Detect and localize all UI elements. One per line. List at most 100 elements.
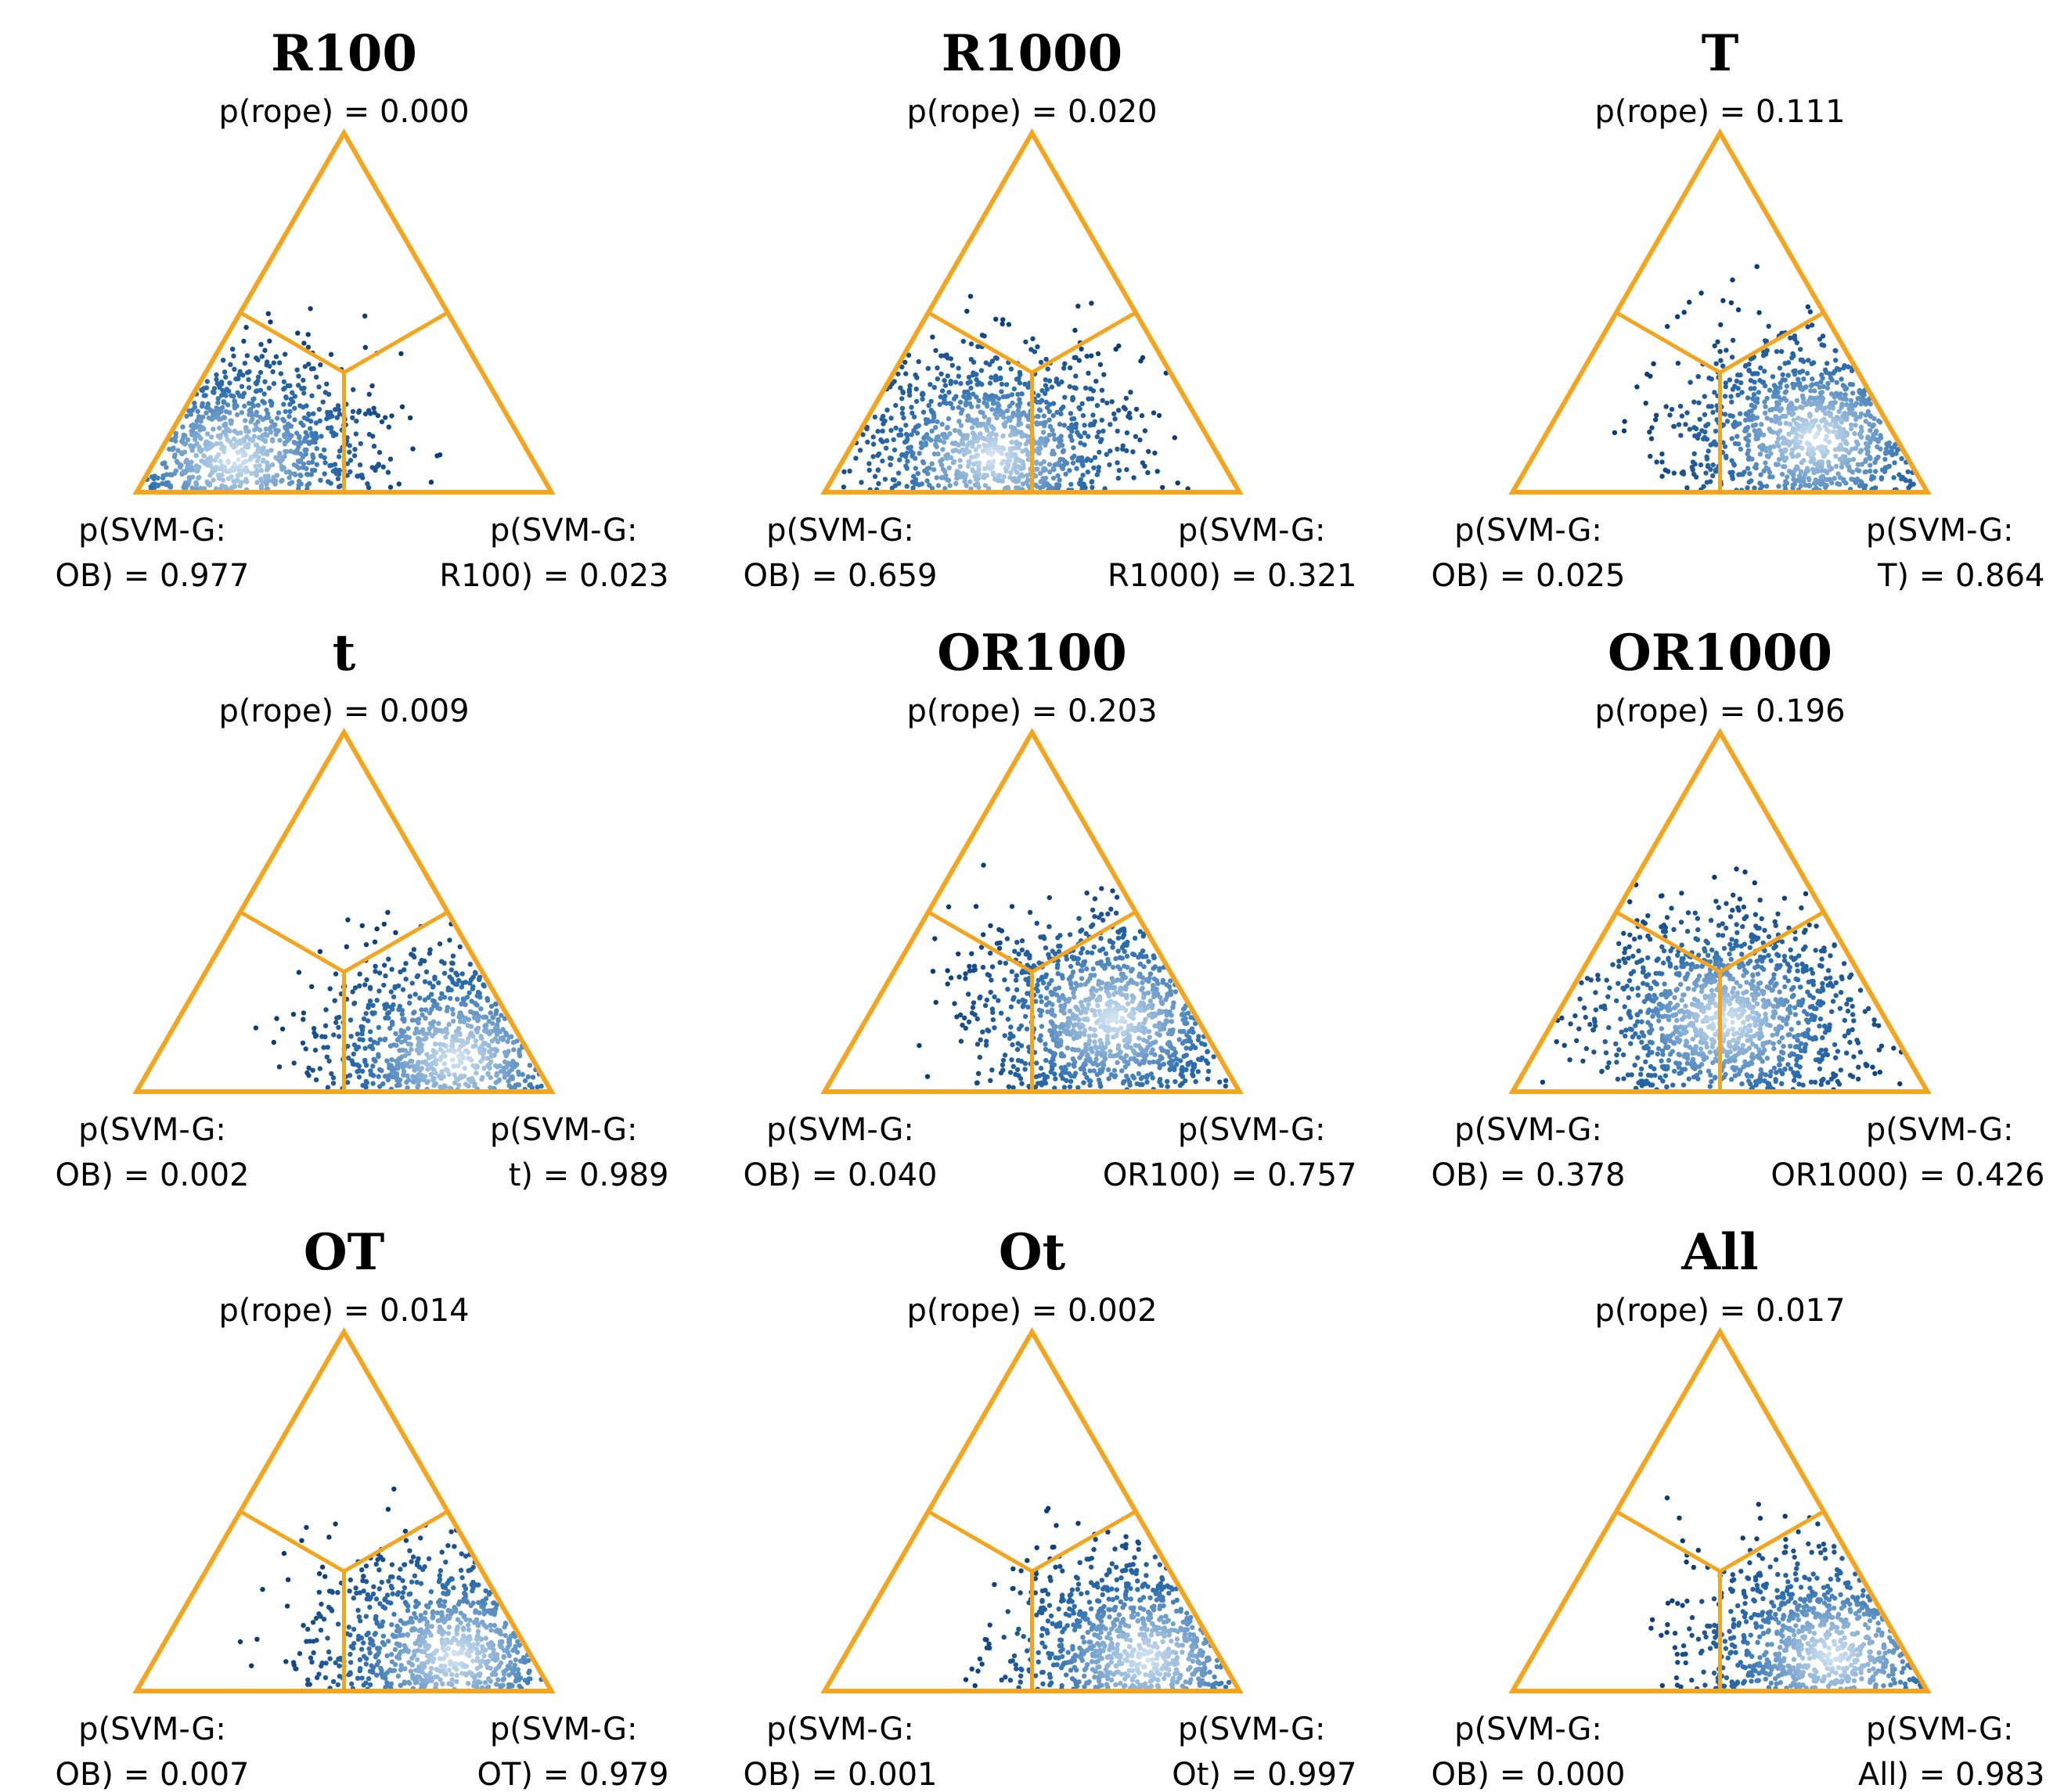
sample-point	[946, 390, 952, 395]
sample-point	[247, 437, 253, 442]
sample-point	[1667, 1052, 1673, 1057]
sample-point	[481, 983, 487, 989]
sample-point	[360, 1024, 366, 1030]
sample-point	[356, 408, 362, 414]
sample-point	[1832, 423, 1838, 430]
sample-point	[1771, 945, 1777, 951]
sample-point	[907, 383, 913, 388]
sample-point	[350, 1061, 355, 1067]
sample-point	[1101, 372, 1107, 377]
sample-point	[906, 352, 912, 358]
sample-point	[1165, 1084, 1170, 1089]
sample-point	[272, 478, 279, 484]
sample-point	[1015, 391, 1021, 398]
sample-point	[1731, 462, 1737, 468]
sample-point	[322, 390, 328, 395]
sample-point	[1087, 1082, 1093, 1089]
sample-point	[455, 996, 460, 1002]
sample-point	[966, 991, 971, 997]
sample-point	[934, 434, 940, 440]
sample-point	[1100, 398, 1105, 403]
sample-point	[1109, 399, 1115, 405]
sample-point	[1178, 1058, 1183, 1063]
sample-point	[1868, 468, 1873, 474]
sample-point	[1838, 391, 1843, 397]
sample-point	[1124, 466, 1129, 473]
sample-point	[485, 1071, 491, 1077]
sample-point	[266, 385, 272, 390]
sample-point	[256, 455, 261, 460]
sample-point	[878, 437, 884, 443]
sample-point	[358, 473, 364, 478]
sample-point	[1834, 380, 1839, 385]
sample-point	[1070, 1056, 1076, 1062]
sample-point	[221, 415, 227, 420]
sample-point	[1099, 1069, 1104, 1074]
sample-point	[326, 414, 333, 420]
sample-point	[218, 459, 223, 464]
sample-point	[402, 1048, 408, 1053]
sample-point	[1152, 964, 1158, 970]
sample-point	[1834, 365, 1840, 372]
sample-point	[1820, 473, 1825, 479]
sample-point	[1762, 369, 1767, 374]
left-label-line-1: p(SVM-G:	[766, 513, 914, 549]
sample-point	[221, 399, 226, 405]
sample-point	[1114, 1033, 1119, 1038]
sample-point	[1701, 484, 1706, 489]
sample-point	[991, 459, 996, 464]
sample-point	[216, 476, 222, 481]
sample-point	[1837, 447, 1842, 452]
sample-point	[1886, 440, 1892, 446]
sample-point	[1124, 953, 1130, 959]
sample-point	[389, 966, 394, 972]
sample-point	[220, 444, 225, 449]
sample-point	[1185, 1010, 1191, 1016]
sample-point	[450, 1011, 456, 1017]
sample-point	[985, 419, 992, 425]
sample-point	[449, 1006, 456, 1013]
sample-point	[365, 1018, 371, 1024]
sample-point	[372, 939, 378, 945]
sample-point	[1872, 431, 1878, 437]
sample-point	[317, 1066, 322, 1071]
sample-point	[1848, 426, 1854, 432]
sample-point	[231, 479, 236, 484]
sample-point	[947, 431, 953, 437]
sample-point	[459, 1038, 466, 1044]
sample-point	[1091, 944, 1097, 950]
sample-point	[473, 1038, 479, 1044]
sample-point	[1732, 441, 1738, 446]
sample-point	[1826, 463, 1832, 469]
sample-point	[164, 480, 169, 486]
sample-point	[1014, 987, 1020, 993]
sample-point	[468, 1031, 474, 1036]
sample-point	[306, 412, 312, 418]
sample-point	[896, 480, 902, 486]
rope-label: p(rope) = 0.000	[218, 94, 469, 130]
sample-point	[1205, 1076, 1211, 1082]
sample-point	[1007, 433, 1014, 438]
sample-point	[979, 333, 985, 338]
sample-point	[1172, 1067, 1177, 1073]
sample-point	[982, 395, 988, 401]
sample-point	[1043, 995, 1050, 1001]
sample-point	[227, 410, 232, 416]
sample-point	[1788, 335, 1793, 340]
sample-point	[974, 394, 979, 400]
sample-point	[1710, 409, 1716, 416]
sample-point	[949, 441, 956, 446]
sample-point	[281, 418, 287, 424]
sample-point	[209, 470, 215, 475]
sample-point	[362, 313, 368, 318]
sample-point	[1015, 408, 1021, 414]
sample-point	[301, 1010, 307, 1016]
sample-point	[1102, 1051, 1108, 1056]
sample-point	[1163, 1018, 1169, 1024]
sample-point	[258, 483, 265, 488]
sample-point	[1094, 1020, 1100, 1026]
sample-point	[1621, 428, 1627, 434]
sample-point	[1832, 447, 1839, 452]
sample-point	[899, 396, 905, 401]
sample-point	[1796, 423, 1801, 428]
